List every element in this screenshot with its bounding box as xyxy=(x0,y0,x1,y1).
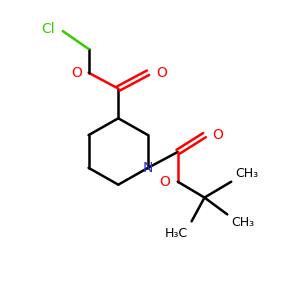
Text: Cl: Cl xyxy=(41,22,55,36)
Text: H₃C: H₃C xyxy=(164,227,188,240)
Text: O: O xyxy=(212,128,223,142)
Text: O: O xyxy=(71,66,82,80)
Text: CH₃: CH₃ xyxy=(231,216,254,230)
Text: O: O xyxy=(159,175,170,189)
Text: O: O xyxy=(156,66,167,80)
Text: CH₃: CH₃ xyxy=(235,167,258,180)
Text: N: N xyxy=(143,161,153,175)
